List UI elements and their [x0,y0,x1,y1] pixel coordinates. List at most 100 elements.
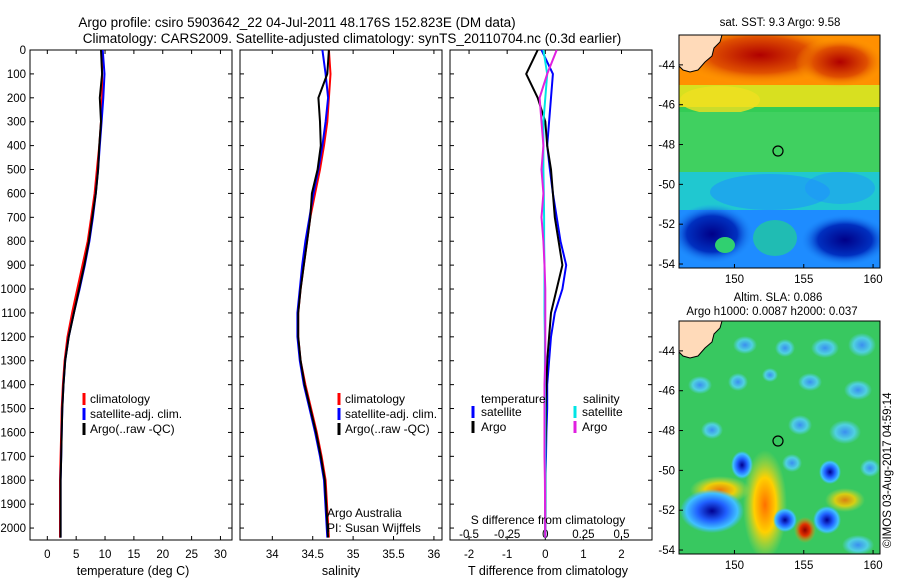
depth-tick-label: 800 [7,236,26,248]
sla-anomaly [829,420,861,444]
legend-label-argo: Argo(..raw -QC) [345,422,430,436]
legend-label-satellite: satellite-adj. clim. [345,407,437,421]
salinity-panel-frame [239,49,443,541]
sla-map-subtitle: Argo h1000: 0.0087 h2000: 0.037 [686,306,857,318]
sla-warm-anomaly [825,488,865,512]
sst-green-tongue [753,220,797,256]
depth-tick-label: 100 [7,69,26,81]
argo-float-marker [772,145,784,157]
sst-warm-core-east [795,37,880,87]
depth-tick-label: 1900 [0,499,26,511]
temperature-axis-label: temperature (deg C) [77,564,190,578]
imos-watermark: ©IMOS 03-Aug-2017 04:59:14 [882,392,894,548]
x-tick-label: 30 [214,549,227,561]
depth-tick-label: 1700 [0,451,26,463]
salinity-plot: 34 34.5 35 35.5 36 [266,49,440,561]
depth-tick-label: 500 [7,165,26,177]
map-y-tick-label: -50 [658,465,675,477]
map-y-tick-label: -48 [658,140,675,152]
x-tick-label: 5 [73,549,79,561]
depth-tick-label: 400 [7,141,26,153]
sla-anomaly [860,459,880,477]
sst-yellow-patch [680,86,760,114]
sst-map-title: sat. SST: 9.3 Argo: 9.58 [720,17,841,29]
x-tick-label: 1 [580,549,586,561]
map-x-tick-label: 150 [725,560,744,572]
temperature-legend: climatology satellite-adj. clim. Argo(..… [82,392,182,436]
legend-label-salinity-satellite: satellite [582,405,623,419]
depth-tick-label: 1300 [0,356,26,368]
sla-low-anomaly [680,489,744,533]
series-line-argo-raw-qc- [297,49,330,538]
sla-anomaly [733,336,757,354]
x-tick-label: 2 [618,549,624,561]
sst-heatmap [679,35,880,268]
sla-anomaly [728,373,748,391]
tasmania-land [679,321,723,359]
sla-anomaly [775,339,795,357]
sst-green-band [679,112,880,172]
depth-tick-label: 2000 [0,523,26,535]
depth-tick-label: 1100 [1,308,26,320]
map-y-tick-label: -52 [658,219,675,231]
figure-title-line2: Climatology: CARS2009. Satellite-adjuste… [83,31,622,46]
x-tick-label: -1 [502,549,512,561]
salinity-annotation-line2: PI: Susan Wijffels [327,521,421,535]
difference-top-axis-label: S difference from climatology [471,513,626,527]
map-y-tick-label: -48 [658,426,675,438]
sla-anomaly [842,535,874,554]
legend-label-climatology: climatology [90,392,150,406]
sla-heatmap [679,321,880,554]
map-x-tick-label: 155 [794,560,813,572]
legend-label-salinity-argo: Argo [582,420,608,434]
map-y-tick-label: -46 [658,386,675,398]
depth-tick-label: 0 [20,45,26,57]
sla-high-anomaly [794,517,816,543]
depth-tick-label: 1200 [0,332,26,344]
map-y-tick-label: -44 [658,60,675,72]
depth-tick-label: 1600 [0,427,26,439]
legend-label-argo: Argo(..raw -QC) [90,422,175,436]
map-x-tick-label: 160 [863,560,882,572]
x-tick-label-salinity: -0.25 [494,529,520,541]
tasmania-land [679,35,723,73]
x-tick-label: -2 [464,549,474,561]
sst-green-spot [715,237,735,253]
legend-label-temperature-argo: Argo [481,420,507,434]
map-y-tick-label: -54 [658,259,675,271]
sla-map-frame [678,320,881,555]
salinity-annotation-line1: Argo Australia [327,506,402,520]
sla-anomaly [701,421,723,439]
depth-tick-label: 1800 [0,475,26,487]
sst-cold-patch-east [800,214,880,266]
sla-anomaly [688,376,712,394]
temperature-plot: 0 5 10 15 20 25 30 [44,49,227,561]
depth-tick-label: 600 [7,188,26,200]
x-tick-label: 34 [266,549,279,561]
x-tick-label: 15 [127,549,140,561]
depth-tick-label: 1400 [0,380,26,392]
salinity-axis-label: salinity [322,564,361,578]
sla-anomaly [788,415,812,435]
x-tick-label: 25 [185,549,198,561]
temperature-panel-frame [29,49,233,541]
x-tick-label-salinity: 0.5 [614,529,630,541]
map-y-tick-label: -52 [658,505,675,517]
x-tick-label: 10 [99,549,112,561]
sst-cyan-patch-2 [805,172,875,204]
sla-anomaly [798,373,822,391]
map-y-tick-label: -50 [658,179,675,191]
depth-tick-label: 1500 [0,404,26,416]
x-tick-label-salinity: 0.25 [572,529,594,541]
salinity-legend: climatology satellite-adj. clim. Argo(..… [337,392,437,436]
sst-map-frame [678,34,881,269]
sla-anomaly [782,454,802,472]
sla-map-title: Altim. SLA: 0.086 [734,292,823,304]
argo-float-marker [772,435,784,447]
sla-anomaly [819,460,841,484]
series-line-argo-raw-qc- [59,49,104,538]
series-line-salinity-argo [538,49,558,538]
map-x-tick-label: 160 [863,274,882,286]
x-tick-label: 20 [156,549,169,561]
x-tick-label: 0 [542,549,548,561]
